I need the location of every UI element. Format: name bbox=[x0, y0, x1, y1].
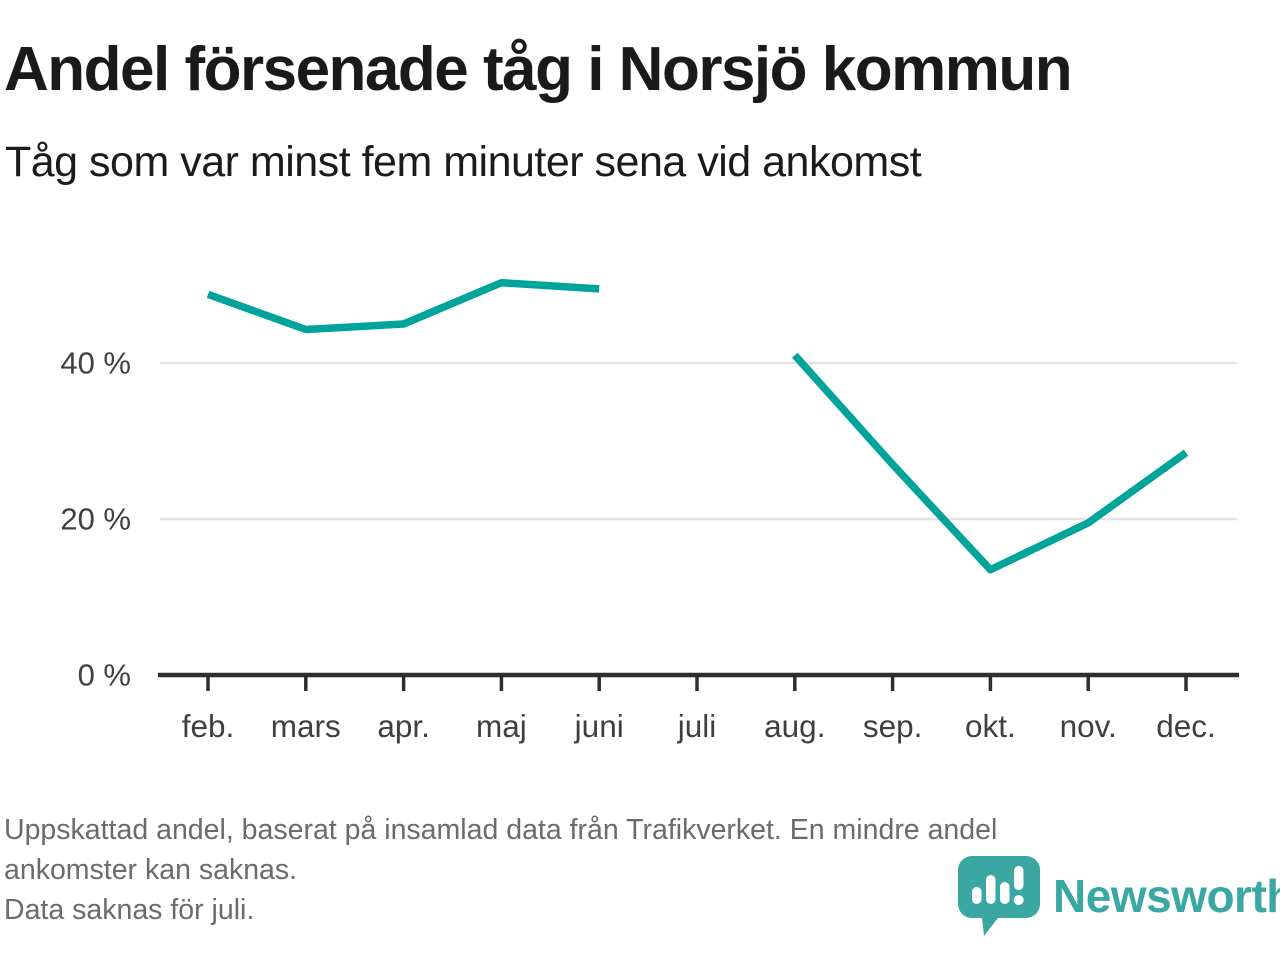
y-axis-tick-label: 0 % bbox=[78, 658, 131, 693]
x-axis-tick-label: juni bbox=[574, 708, 624, 744]
footnote-line: Uppskattad andel, baserat på insamlad da… bbox=[4, 814, 998, 846]
x-axis-tick-label: maj bbox=[476, 708, 527, 744]
x-axis-tick-label: juli bbox=[677, 708, 717, 744]
newsworthy-logo: Newsworthy bbox=[956, 854, 1280, 938]
chart-subtitle: Tåg som var minst fem minuter sena vid a… bbox=[5, 138, 922, 186]
data-series-line bbox=[792, 352, 1189, 574]
bar-chart-speech-pin-icon bbox=[958, 856, 1040, 936]
brand-wordmark: Newsworthy bbox=[1053, 870, 1280, 922]
y-axis-tick-label: 40 % bbox=[60, 346, 131, 381]
chart-footnotes: Uppskattad andel, baserat på insamlad da… bbox=[4, 810, 1276, 930]
footnote-line: Data saknas för juli. bbox=[4, 894, 255, 926]
x-axis-tick-label: sep. bbox=[863, 708, 923, 744]
x-axis-tick-label: nov. bbox=[1060, 708, 1117, 744]
x-axis-tick-label: mars bbox=[271, 708, 341, 744]
x-axis-tick-label: feb. bbox=[182, 708, 235, 744]
x-axis-tick-label: aug. bbox=[764, 708, 825, 744]
footnote-line: ankomster kan saknas. bbox=[4, 854, 298, 886]
x-axis-tick-label: okt. bbox=[965, 708, 1016, 744]
chart-title: Andel försenade tåg i Norsjö kommun bbox=[4, 35, 1073, 104]
y-axis-tick-label: 20 % bbox=[60, 502, 131, 537]
line-chart: 0 % 20 % 40 % feb. mars apr. maj juni juli aug. se… bbox=[60, 278, 1239, 744]
x-axis-tick-label: apr. bbox=[377, 708, 430, 744]
data-series-line bbox=[206, 278, 600, 334]
x-axis-tick-label: dec. bbox=[1156, 708, 1216, 744]
